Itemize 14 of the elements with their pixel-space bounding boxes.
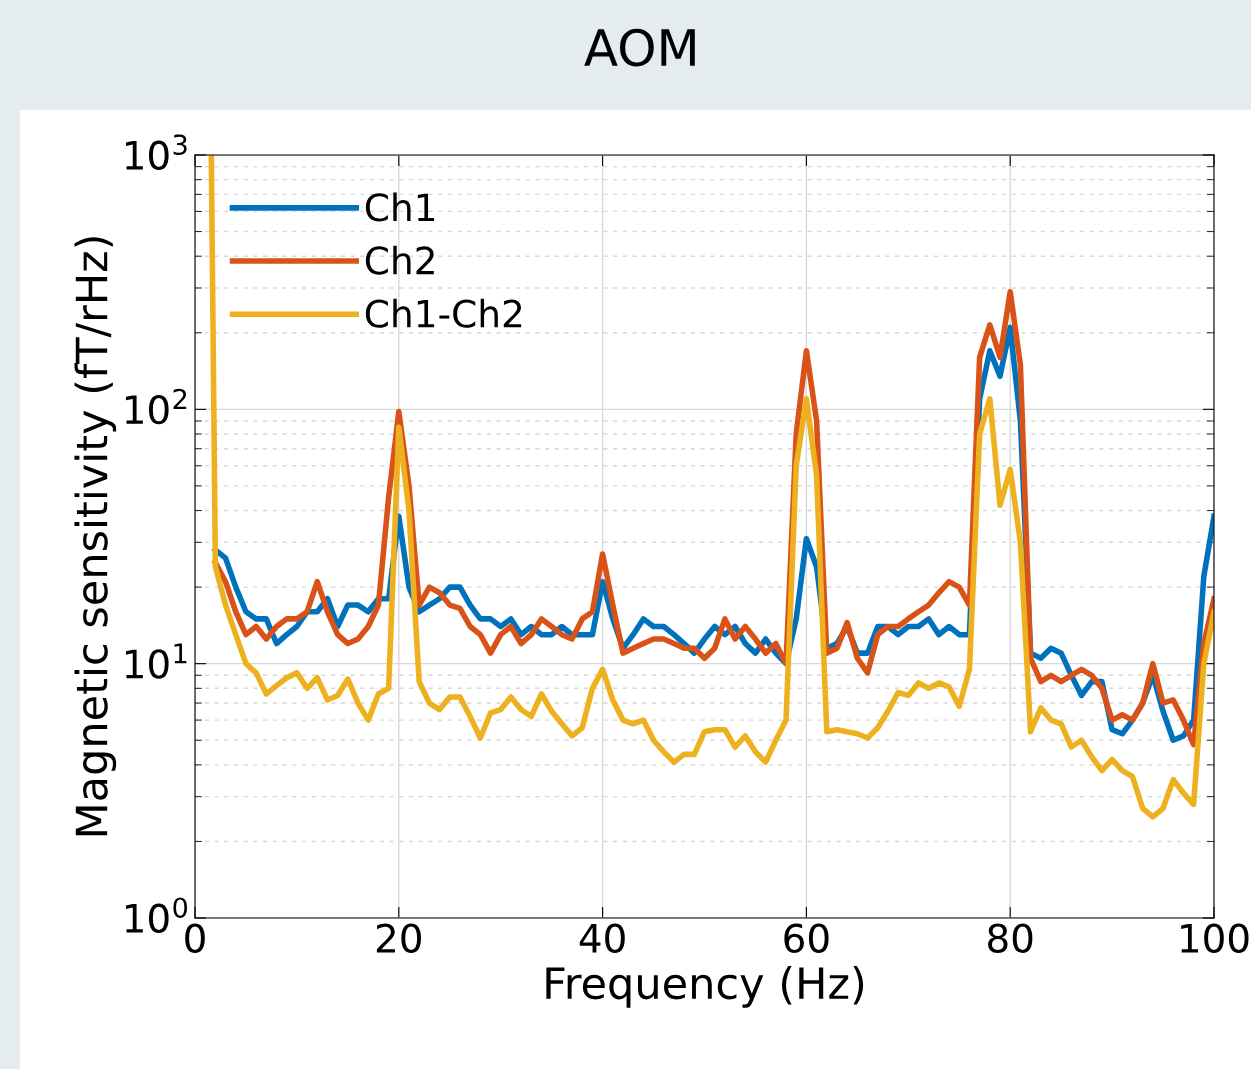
x-tick-label: 80 (988, 923, 1033, 953)
legend-label: Ch1-Ch2 (365, 298, 522, 328)
x-tick-label: 100 (1181, 923, 1249, 953)
x-tick-label: 40 (579, 923, 625, 953)
legend-label: Ch2 (365, 245, 434, 275)
chart-title: AOM (584, 28, 695, 67)
y-tick-label: 10$^{3}$ (125, 134, 187, 171)
y-tick-label: 10$^{2}$ (125, 388, 187, 425)
y-axis-title: Magnetic sensitivity (fT/rHz) (74, 237, 117, 836)
x-tick-label: 60 (784, 923, 829, 953)
legend-label: Ch1 (365, 192, 435, 222)
x-axis-title: Frequency (Hz) (546, 966, 864, 1008)
y-tick-label: 10$^{1}$ (125, 643, 187, 679)
x-tick-label: 20 (376, 923, 421, 953)
